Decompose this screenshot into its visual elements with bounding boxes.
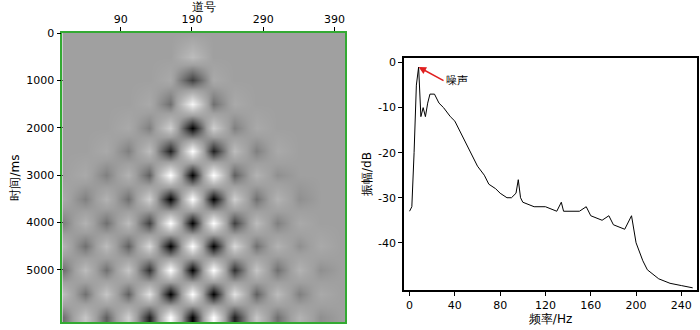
- svg-text:-10: -10: [378, 101, 396, 114]
- svg-text:-40: -40: [378, 237, 396, 250]
- svg-text:90: 90: [114, 13, 128, 26]
- svg-text:0: 0: [389, 56, 396, 69]
- svg-text:4000: 4000: [26, 216, 54, 229]
- svg-text:-30: -30: [378, 192, 396, 205]
- svg-text:200: 200: [626, 299, 647, 312]
- svg-text:噪声: 噪声: [446, 74, 468, 87]
- svg-text:1000: 1000: [26, 74, 54, 87]
- svg-text:40: 40: [448, 299, 462, 312]
- svg-text:2000: 2000: [26, 122, 54, 135]
- svg-text:-20: -20: [378, 147, 396, 160]
- svg-text:240: 240: [671, 299, 692, 312]
- svg-text:120: 120: [535, 299, 556, 312]
- svg-text:0: 0: [47, 27, 54, 40]
- svg-text:290: 290: [253, 13, 274, 26]
- svg-text:160: 160: [580, 299, 601, 312]
- svg-text:190: 190: [181, 13, 202, 26]
- svg-text:80: 80: [493, 299, 507, 312]
- svg-text:振幅/dB: 振幅/dB: [360, 152, 374, 196]
- svg-text:频率/Hz: 频率/Hz: [529, 312, 572, 326]
- svg-text:0: 0: [406, 299, 413, 312]
- svg-text:时间/ms: 时间/ms: [8, 155, 22, 201]
- svg-text:3000: 3000: [26, 169, 54, 182]
- svg-text:道号: 道号: [192, 0, 216, 14]
- svg-text:390: 390: [324, 13, 345, 26]
- svg-text:5000: 5000: [26, 264, 54, 277]
